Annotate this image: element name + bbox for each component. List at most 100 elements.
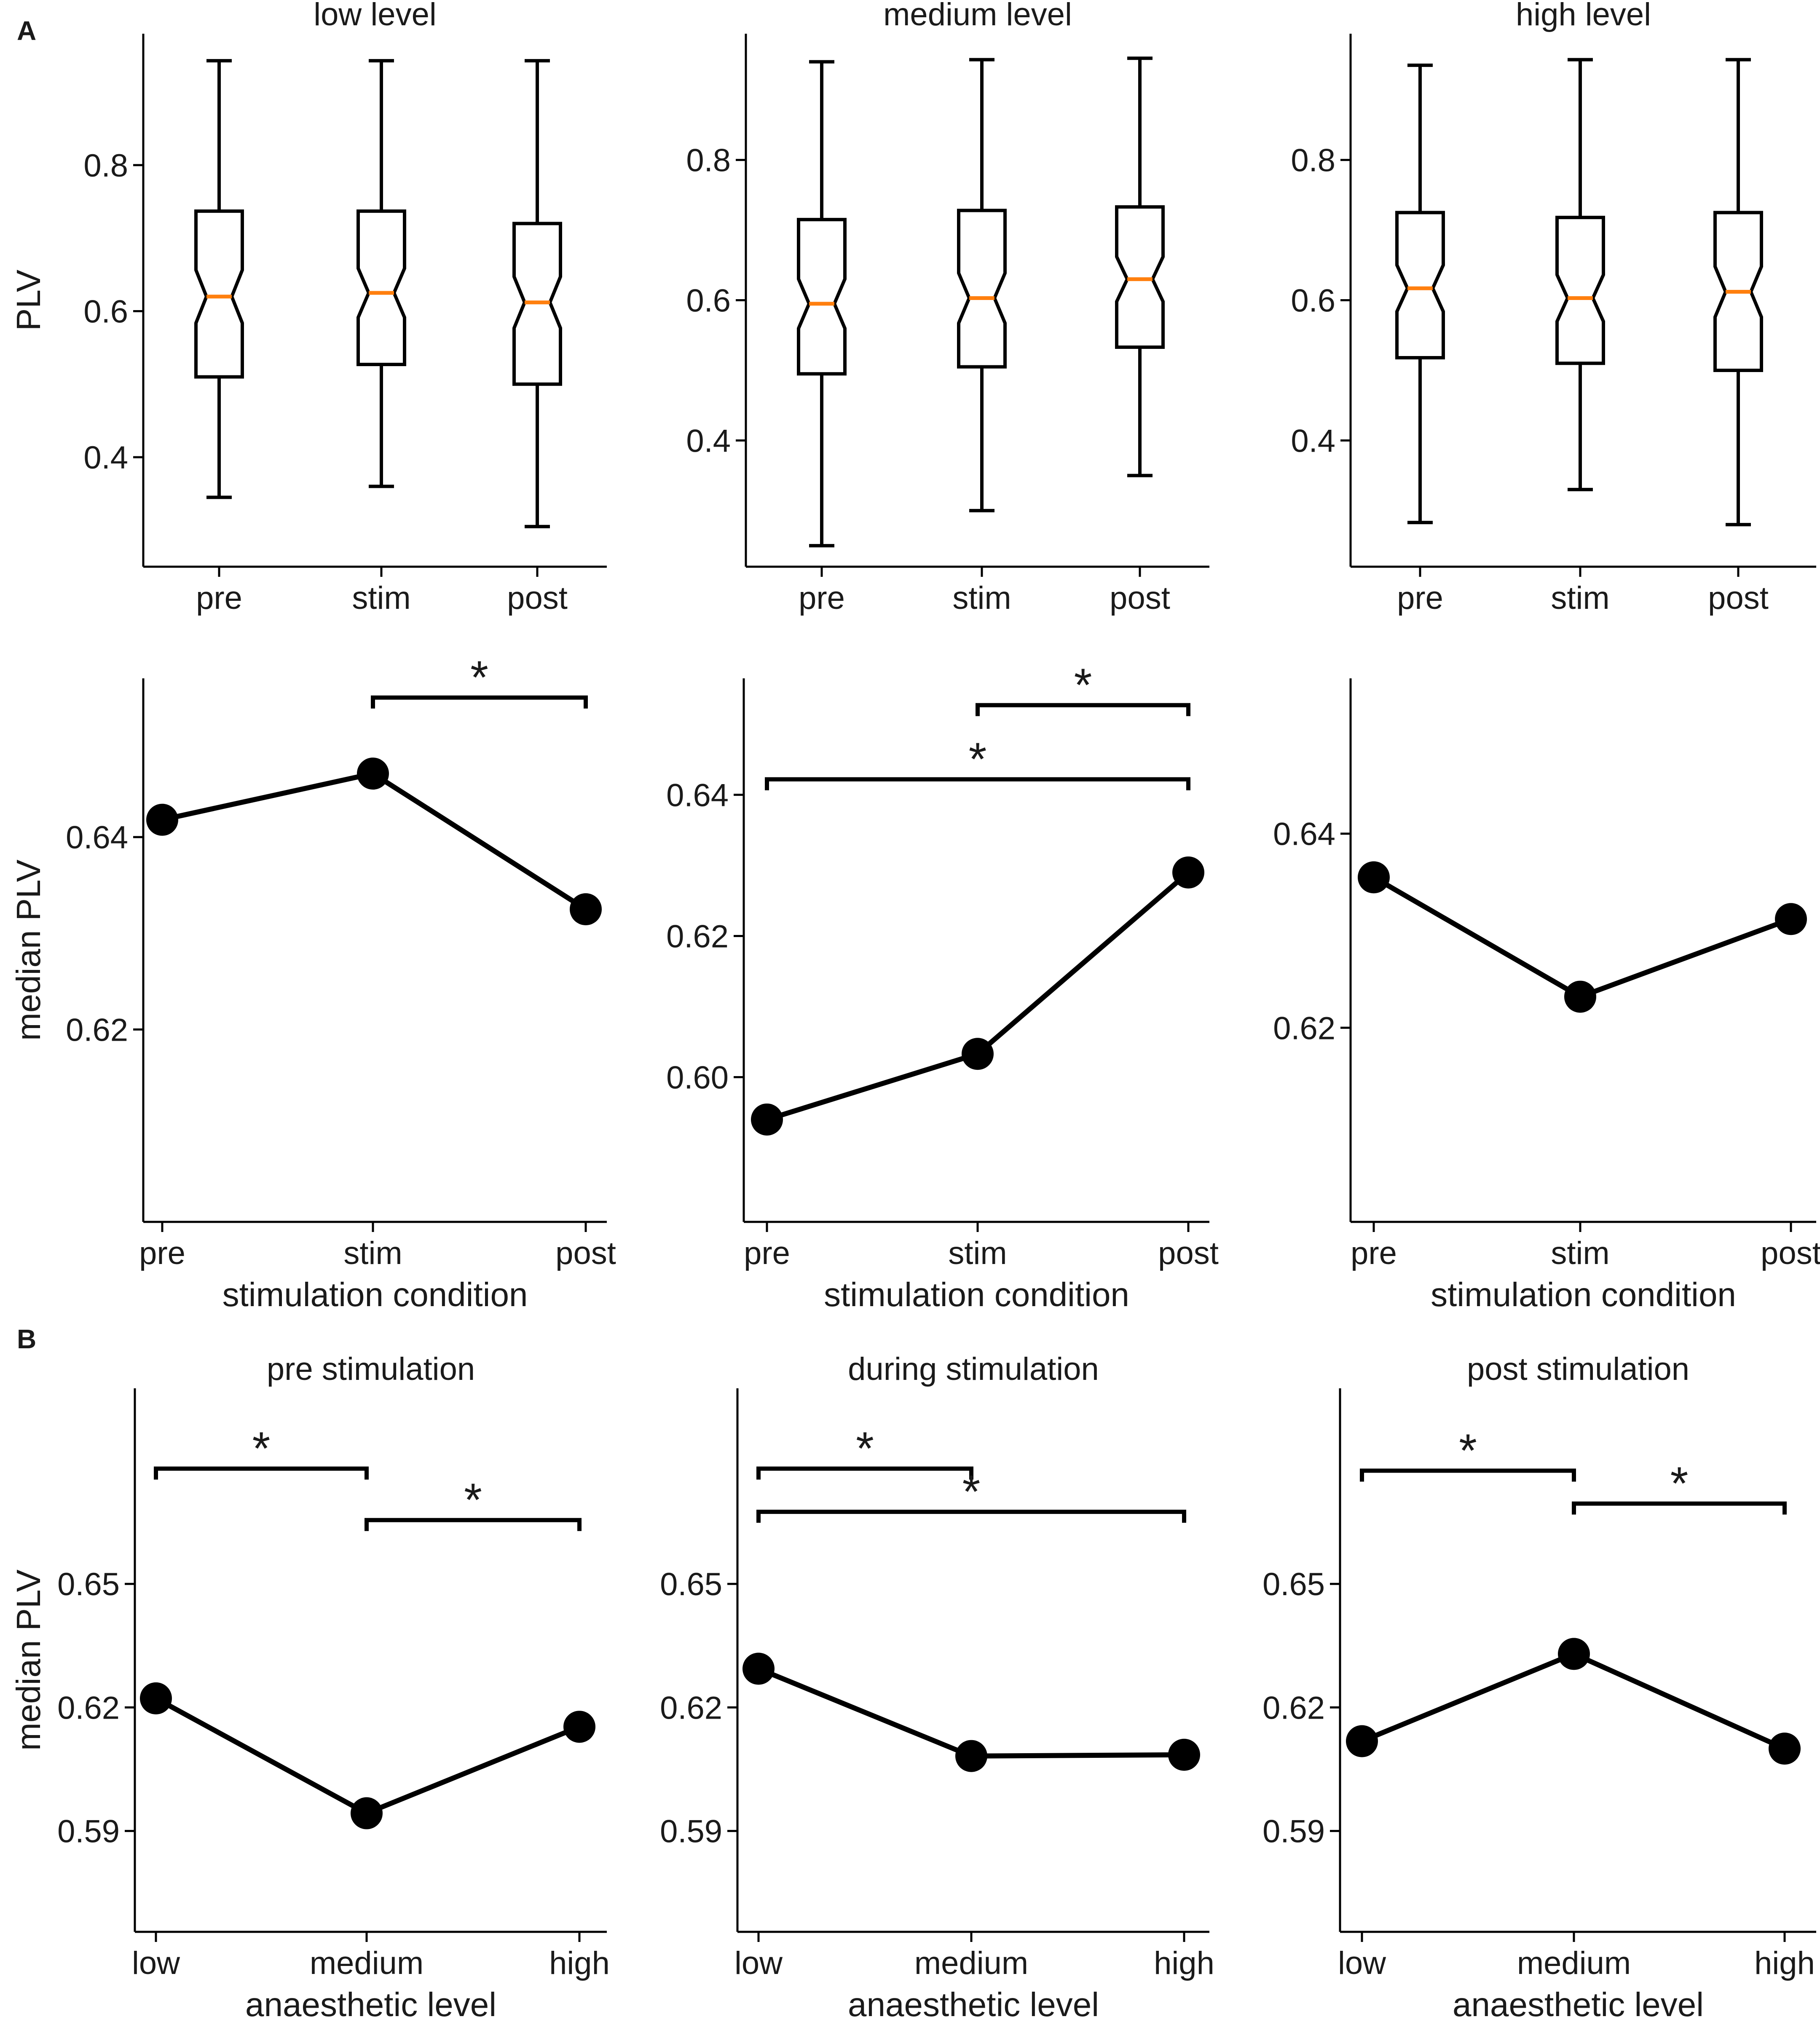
box-a3-1 [1555,216,1605,365]
point-b2-1 [955,1740,987,1772]
point-b1-1 [351,1797,383,1829]
sig-bracket-b1-1 [365,1518,582,1531]
xtick-label-a5-1: stim [948,1235,1007,1271]
section-label-a: A [17,16,36,46]
xtick-label-b3-2: high [1754,1945,1815,1981]
xtick-label-a5-0: pre [744,1235,790,1271]
y-axis-label-b1: median PLV [10,1569,47,1751]
plots-layer: 0.4 0.6 0.8 pre stim post low level PLV 0.4 0.6 0.… [10,0,1820,2022]
panel-title-b3: post stimulation [1467,1351,1689,1387]
point-a5-1 [962,1038,994,1070]
ytick-label-a3-1: 0.6 [1291,283,1335,319]
sig-bracket-b3-1 [1572,1501,1787,1515]
ytick-label-b1-1: 0.62 [57,1690,120,1726]
xtick-label-a5-2: post [1158,1235,1219,1271]
box-a1-1 [356,209,406,366]
panel-a5: 0.60 0.62 0.64 pre stim post stimulation condi… [666,659,1219,1313]
box-a1-0 [194,209,244,379]
ytick-label-a2-2: 0.8 [686,143,731,179]
xtick-label-b2-2: high [1154,1945,1214,1981]
x-axis-label-b3: anaesthetic level [1453,1986,1704,2022]
panel-title-b2: during stimulation [848,1351,1099,1387]
y-axis-label-a1: PLV [10,269,47,331]
series-line-a5 [766,870,1190,1122]
ytick-label-a5-2: 0.64 [666,777,729,813]
ytick-label-a5-1: 0.62 [666,919,729,954]
xtick-label-a1-1: stim [352,580,410,616]
xtick-label-a3-2: post [1708,580,1769,616]
ytick-label-b1-0: 0.59 [57,1814,120,1850]
panel-b1: 0.59 0.62 0.65 low medium high pre stimulation… [10,1351,610,2022]
xtick-label-b2-0: low [734,1945,783,1981]
sig-bracket-b1-0 [154,1466,369,1480]
y-axis-label-a4: median PLV [10,859,47,1041]
panel-title-a3: high level [1516,0,1651,32]
ytick-label-a6-0: 0.62 [1273,1010,1335,1046]
point-a5-0 [751,1103,783,1136]
ytick-label-b2-2: 0.65 [660,1567,722,1602]
panel-a6: 0.62 0.64 pre stim post stimulation condition [1273,678,1820,1313]
point-b3-1 [1558,1638,1590,1670]
xtick-label-a4-2: post [555,1235,616,1271]
sig-bracket-a4-0 [371,695,588,709]
x-axis-label-a5: stimulation condition [824,1276,1129,1313]
xtick-label-a2-1: stim [952,580,1011,616]
ytick-label-a2-0: 0.4 [686,423,731,459]
sig-marker-b2-1: * [962,1466,981,1518]
sig-marker-b1-0: * [252,1423,271,1475]
point-b2-0 [742,1652,775,1685]
ytick-label-b3-1: 0.62 [1262,1690,1325,1726]
panel-b3: 0.59 0.62 0.65 low medium high post stimulatio… [1262,1351,1816,2022]
box-a2-0 [797,218,847,376]
sig-marker-a4-0: * [470,652,488,704]
point-b3-0 [1346,1725,1378,1757]
sig-marker-b1-1: * [464,1474,482,1526]
point-a4-0 [146,803,178,836]
ytick-label-a2-1: 0.6 [686,283,731,319]
xtick-label-b3-1: medium [1517,1945,1631,1981]
x-axis-label-a6: stimulation condition [1431,1276,1736,1313]
xtick-label-a2-0: pre [799,580,845,616]
ytick-label-b3-0: 0.59 [1262,1814,1325,1850]
panel-a2: 0.4 0.6 0.8 pre stim post medium level [686,0,1209,616]
ytick-label-a1-1: 0.6 [83,294,128,329]
ytick-label-b2-0: 0.59 [660,1814,722,1850]
xtick-label-b1-2: high [549,1945,610,1981]
x-axis-label-b1: anaesthetic level [245,1986,496,2022]
point-a6-1 [1564,980,1596,1013]
xtick-label-b3-0: low [1338,1945,1386,1981]
ytick-label-a1-0: 0.4 [83,440,128,476]
point-a6-0 [1358,861,1390,894]
sig-marker-a5-0: * [1074,659,1092,711]
point-a4-2 [570,893,602,925]
box-a3-0 [1395,211,1445,359]
panel-b2: 0.59 0.62 0.65 low medium high during stimulat… [660,1351,1214,2022]
sig-marker-a5-1: * [969,734,987,785]
ytick-label-a3-2: 0.8 [1291,143,1335,179]
panel-title-b1: pre stimulation [267,1351,475,1387]
sig-bracket-b2-0 [756,1466,973,1480]
point-a6-2 [1775,903,1807,935]
xtick-label-b2-1: medium [914,1945,1028,1981]
ytick-label-b2-1: 0.62 [660,1690,722,1726]
xtick-label-a4-0: pre [139,1235,185,1271]
panel-title-a1: low level [314,0,436,32]
ytick-label-a3-0: 0.4 [1291,423,1335,459]
ytick-label-a4-1: 0.64 [66,820,128,856]
box-a2-2 [1115,205,1165,349]
sig-marker-b3-1: * [1670,1458,1689,1510]
x-axis-label-b2: anaesthetic level [848,1986,1099,2022]
sig-marker-b3-0: * [1459,1425,1477,1476]
sig-bracket-a5-1 [765,777,1190,790]
ytick-label-a1-2: 0.8 [83,148,128,184]
xtick-label-b1-1: medium [310,1945,424,1981]
panel-a4: 0.62 0.64 pre stim post stimulation condition… [10,652,616,1313]
panel-title-a2: medium level [883,0,1072,32]
xtick-label-a6-0: pre [1351,1235,1397,1271]
xtick-label-a3-0: pre [1397,580,1443,616]
section-label-b: B [17,1324,36,1354]
xtick-label-a1-0: pre [196,580,242,616]
xtick-label-b1-0: low [132,1945,180,1981]
point-b1-2 [563,1711,595,1743]
